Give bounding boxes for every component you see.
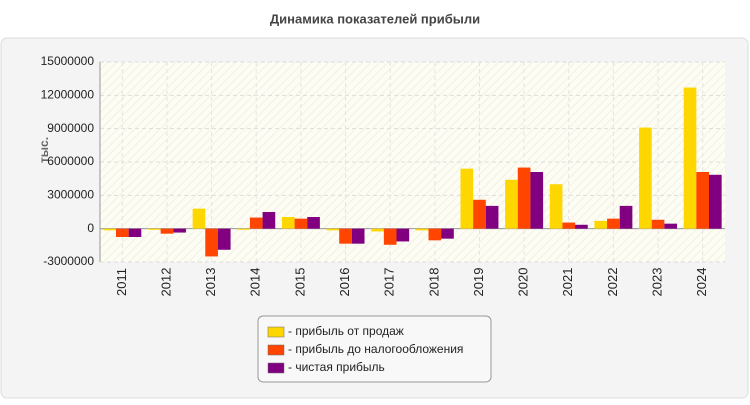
bar <box>307 217 320 229</box>
bar <box>351 228 365 244</box>
bar <box>339 228 352 244</box>
y-tick-label: 15000000 <box>41 54 95 68</box>
x-tick-label: 2013 <box>203 268 218 297</box>
bar <box>505 179 518 229</box>
legend <box>257 315 492 383</box>
bar <box>173 228 186 233</box>
y-tick-label: 3000000 <box>47 188 94 202</box>
bar <box>205 228 218 257</box>
bar <box>575 224 588 229</box>
x-tick-label: 2016 <box>337 268 352 297</box>
x-tick-label: 2015 <box>292 268 307 297</box>
bar <box>383 228 397 245</box>
y-tick-label: 0 <box>87 221 94 235</box>
y-tick-label: -3000000 <box>43 254 94 268</box>
bar <box>549 184 563 229</box>
bar <box>281 217 295 229</box>
bar <box>103 228 116 231</box>
bar <box>619 205 633 229</box>
x-tick-label: 2018 <box>426 268 441 297</box>
bar <box>709 174 722 229</box>
bar <box>128 228 142 237</box>
bar <box>530 172 544 229</box>
x-tick-label: 2024 <box>694 268 709 297</box>
bar <box>115 228 129 237</box>
x-tick-label: 2014 <box>248 268 263 297</box>
bar <box>639 127 652 229</box>
x-tick-label: 2019 <box>471 268 486 297</box>
bar <box>237 228 250 230</box>
bar <box>441 228 454 239</box>
bar <box>160 228 174 234</box>
x-tick-label: 2017 <box>382 268 397 297</box>
legend-label: - прибыль до налогообложения <box>288 342 463 356</box>
bar <box>664 223 678 229</box>
x-tick-label: 2012 <box>158 268 173 297</box>
bar <box>607 218 620 229</box>
bar <box>594 220 608 229</box>
y-tick-label: 9000000 <box>47 121 94 135</box>
legend-swatch <box>267 326 285 338</box>
bar <box>485 205 499 229</box>
bar <box>696 172 710 229</box>
legend-label: - прибыль от продаж <box>288 324 404 338</box>
legend-swatch <box>267 362 285 374</box>
bar <box>415 228 429 231</box>
bar <box>147 228 161 230</box>
x-tick-label: 2021 <box>560 268 575 297</box>
bar <box>562 222 576 229</box>
x-tick-label: 2023 <box>649 268 664 297</box>
legend-label: - чистая прибыль <box>288 360 385 374</box>
bar <box>683 87 697 229</box>
bar <box>294 218 308 229</box>
bar <box>428 228 442 241</box>
y-axis-label: тыс. <box>37 137 51 163</box>
chart-title: Динамика показателей прибыли <box>270 11 480 26</box>
bar <box>371 228 384 232</box>
y-tick-label: 12000000 <box>41 88 95 102</box>
x-tick-label: 2011 <box>114 268 129 296</box>
bar <box>396 228 410 242</box>
bar <box>217 228 231 250</box>
bar <box>473 199 486 229</box>
bar <box>517 167 531 229</box>
x-tick-label: 2020 <box>516 268 531 297</box>
bar <box>249 217 263 229</box>
x-tick-label: 2022 <box>605 268 620 297</box>
legend-swatch <box>267 344 285 356</box>
bar <box>326 228 340 231</box>
bar <box>192 208 206 229</box>
bar <box>262 212 276 229</box>
bar <box>651 219 665 229</box>
y-tick-label: 6000000 <box>47 154 94 168</box>
bar <box>460 168 474 229</box>
